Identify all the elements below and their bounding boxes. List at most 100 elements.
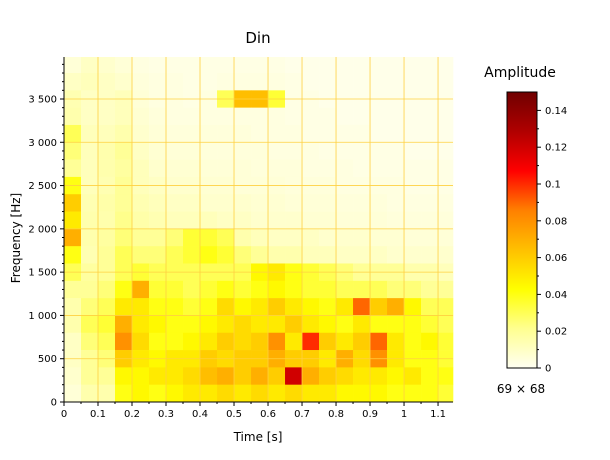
heatmap-cell xyxy=(251,194,269,212)
heatmap-cell xyxy=(149,228,167,247)
heatmap-cell xyxy=(81,194,99,212)
heatmap-cell xyxy=(370,384,388,403)
heatmap-cell xyxy=(81,280,99,299)
heatmap-cell xyxy=(132,246,150,264)
heatmap-cell xyxy=(302,298,320,316)
heatmap-cell xyxy=(387,246,405,264)
x-tick-label: 0.6 xyxy=(260,409,276,420)
heatmap-cell xyxy=(132,384,150,403)
heatmap-cell xyxy=(268,228,286,247)
heatmap-cell xyxy=(149,159,167,178)
heatmap-cell xyxy=(166,194,184,212)
heatmap-cell xyxy=(166,280,184,299)
heatmap-cell xyxy=(319,107,337,126)
heatmap-cell xyxy=(421,159,439,178)
heatmap-cell xyxy=(353,211,371,230)
heatmap-cell xyxy=(166,298,184,316)
heatmap-cell xyxy=(251,298,269,316)
heatmap-cell xyxy=(353,73,371,91)
heatmap-cell xyxy=(166,211,184,230)
heatmap-cell xyxy=(438,280,454,299)
heatmap-cell xyxy=(421,384,439,403)
heatmap-cell xyxy=(98,332,116,351)
heatmap-cell xyxy=(166,332,184,351)
heatmap-cell xyxy=(438,194,454,212)
heatmap-cell xyxy=(404,280,422,299)
heatmap-cell xyxy=(200,73,218,91)
heatmap-cell xyxy=(319,57,337,74)
heatmap-cell xyxy=(370,107,388,126)
heatmap-cell xyxy=(64,367,82,385)
heatmap-cell xyxy=(421,332,439,351)
heatmap-cell xyxy=(421,298,439,316)
heatmap-cell xyxy=(98,246,116,264)
heatmap-cell xyxy=(251,367,269,385)
heatmap-cell xyxy=(132,159,150,178)
heatmap-cell xyxy=(132,73,150,91)
heatmap-cell xyxy=(268,315,286,334)
colorbar-tick-label: 0.04 xyxy=(545,290,567,301)
heatmap-cell xyxy=(81,142,99,160)
heatmap-cell xyxy=(166,142,184,160)
heatmap-cell xyxy=(217,194,235,212)
heatmap-cell xyxy=(319,332,337,351)
heatmap-cell xyxy=(115,124,133,143)
y-tick-label: 2 000 xyxy=(28,224,57,235)
heatmap-cell xyxy=(353,298,371,316)
heatmap-cell xyxy=(336,315,354,334)
heatmap-cell xyxy=(285,194,303,212)
colorbar-tick-label: 0.06 xyxy=(545,253,567,264)
heatmap-cell xyxy=(404,315,422,334)
heatmap-cell xyxy=(336,228,354,247)
heatmap-cell xyxy=(98,194,116,212)
heatmap-cell xyxy=(200,384,218,403)
heatmap-cell xyxy=(404,73,422,91)
heatmap-cell xyxy=(149,194,167,212)
heatmap-cell xyxy=(115,384,133,403)
heatmap-cell xyxy=(353,107,371,126)
heatmap-cell xyxy=(183,211,201,230)
heatmap-cell xyxy=(319,194,337,212)
heatmap-cell xyxy=(115,315,133,334)
heatmap-cell xyxy=(234,107,252,126)
heatmap-cell xyxy=(234,367,252,385)
heatmap-cell xyxy=(98,107,116,126)
heatmap-cell xyxy=(370,211,388,230)
heatmap-cell xyxy=(149,211,167,230)
heatmap-cell xyxy=(115,159,133,178)
x-tick-label: 0.1 xyxy=(90,409,106,420)
heatmap-cell xyxy=(387,142,405,160)
heatmap-cell xyxy=(438,228,454,247)
heatmap-cell xyxy=(336,124,354,143)
heatmap-cell xyxy=(132,280,150,299)
heatmap-cell xyxy=(370,124,388,143)
heatmap-cell xyxy=(234,280,252,299)
heatmap-cell xyxy=(302,246,320,264)
heatmap-cell xyxy=(183,73,201,91)
heatmap-cell xyxy=(370,142,388,160)
heatmap-cell xyxy=(81,73,99,91)
heatmap-cell xyxy=(234,142,252,160)
heatmap-cell xyxy=(98,211,116,230)
heatmap-cell xyxy=(336,332,354,351)
heatmap-cell xyxy=(438,384,454,403)
heatmap-cell xyxy=(319,228,337,247)
heatmap-cell xyxy=(183,194,201,212)
heatmap-cell xyxy=(268,298,286,316)
heatmap-cell xyxy=(285,57,303,74)
x-tick-label: 0 xyxy=(61,409,67,420)
heatmap-cell xyxy=(319,142,337,160)
heatmap-cell xyxy=(234,194,252,212)
heatmap-cell xyxy=(149,315,167,334)
heatmap-cell xyxy=(387,332,405,351)
heatmap-cell xyxy=(370,73,388,91)
heatmap-cell xyxy=(285,246,303,264)
heatmap-cell xyxy=(387,298,405,316)
heatmap-cell xyxy=(115,57,133,74)
heatmap-cell xyxy=(149,57,167,74)
heatmap-cell xyxy=(200,211,218,230)
heatmap-cell xyxy=(404,367,422,385)
heatmap-cell xyxy=(98,367,116,385)
heatmap-cell xyxy=(421,246,439,264)
x-tick-label: 0.2 xyxy=(124,409,140,420)
